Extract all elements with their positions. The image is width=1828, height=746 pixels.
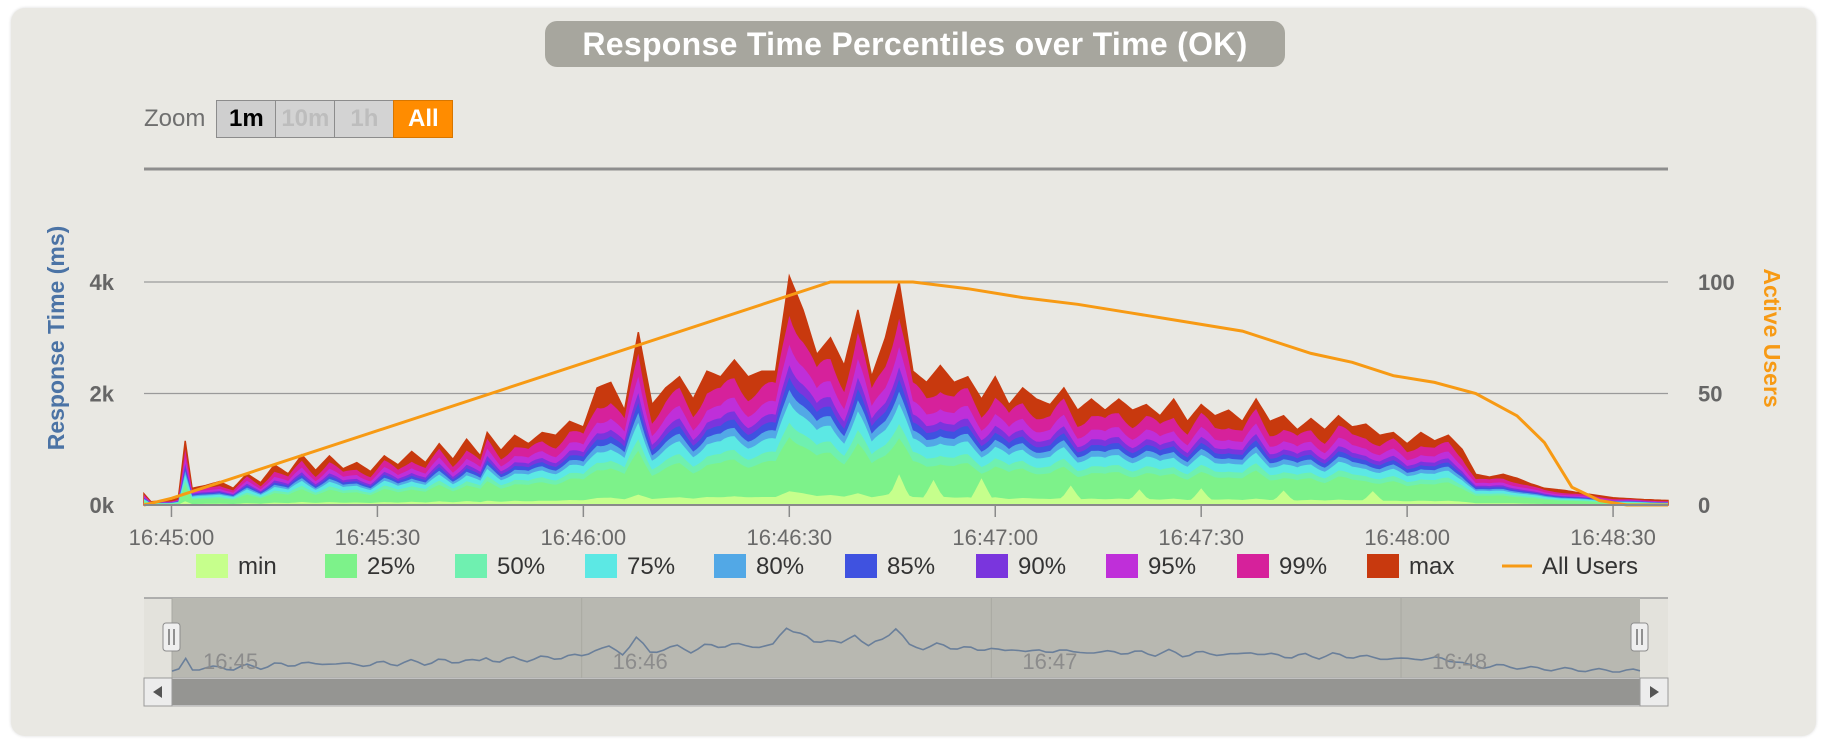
legend-label: max xyxy=(1409,553,1454,580)
legend-item-min[interactable]: min xyxy=(196,553,277,580)
zoom-label: Zoom xyxy=(144,105,206,132)
navigator-label: 16:45 xyxy=(203,649,258,674)
legend-item-p90[interactable]: 90% xyxy=(976,553,1066,580)
y2-tick-label: 50 xyxy=(1698,382,1722,407)
legend-label: 50% xyxy=(497,553,545,580)
legend-item-p80[interactable]: 80% xyxy=(714,553,804,580)
chevron-right-icon xyxy=(1650,686,1659,698)
legend-swatch xyxy=(714,554,746,578)
legend-label: 99% xyxy=(1279,553,1327,580)
legend-label: 25% xyxy=(367,553,415,580)
zoom-control: Zoom 1m 10m 1h All xyxy=(144,99,454,139)
navigator-labels: 16:45 16:46 16:47 16:48 xyxy=(203,649,1487,674)
y-axis-label: Response Time (ms) xyxy=(43,226,69,451)
navigator-label: 16:47 xyxy=(1022,649,1077,674)
y2-tick-label: 0 xyxy=(1698,493,1710,518)
y-tick-label: 4k xyxy=(90,270,115,295)
zoom-1m-button[interactable]: 1m xyxy=(216,100,277,138)
x-tick-label: 16:45:00 xyxy=(129,525,215,550)
percentile-areas xyxy=(143,273,1669,506)
legend: min 25% 50% 75% 80% 85% 90% 95% 99% max All Users xyxy=(196,553,1638,580)
scrollbar-thumb[interactable] xyxy=(172,679,1640,705)
legend-item-p75[interactable]: 75% xyxy=(585,553,675,580)
x-tick-label: 16:47:30 xyxy=(1158,525,1244,550)
navigator-selection[interactable] xyxy=(172,598,1640,678)
x-tick-label: 16:45:30 xyxy=(335,525,421,550)
navigator-right-handle[interactable] xyxy=(1630,622,1649,652)
y2-axis-label: Active Users xyxy=(1759,268,1785,407)
navigator-series xyxy=(171,627,1641,673)
legend-label: 80% xyxy=(756,553,804,580)
navigator-label: 16:48 xyxy=(1432,649,1487,674)
zoom-all-button[interactable]: All xyxy=(393,100,454,138)
x-tick-label: 16:46:30 xyxy=(746,525,832,550)
x-tick-label: 16:46:00 xyxy=(541,525,627,550)
legend-item-users[interactable]: All Users xyxy=(1502,553,1638,580)
scroll-right-button[interactable] xyxy=(1639,677,1669,707)
legend-swatch xyxy=(455,554,487,578)
navigator-left-handle[interactable] xyxy=(162,622,181,652)
x-tick-label: 16:47:00 xyxy=(952,525,1038,550)
legend-item-p85[interactable]: 85% xyxy=(845,553,935,580)
legend-swatch xyxy=(1237,554,1269,578)
legend-label: min xyxy=(238,553,277,580)
x-tick-label: 16:48:30 xyxy=(1570,525,1656,550)
legend-swatch xyxy=(1106,554,1138,578)
chart-title: Response Time Percentiles over Time (OK) xyxy=(545,21,1285,67)
legend-item-p95[interactable]: 95% xyxy=(1106,553,1196,580)
legend-label: 90% xyxy=(1018,553,1066,580)
scrollbar[interactable] xyxy=(143,677,1669,707)
y2-axis-ticks: 0 50 100 xyxy=(1698,270,1735,518)
y2-tick-label: 100 xyxy=(1698,270,1735,295)
legend-item-p50[interactable]: 50% xyxy=(455,553,545,580)
legend-label: All Users xyxy=(1542,553,1638,580)
legend-item-p25[interactable]: 25% xyxy=(325,553,415,580)
legend-label: 85% xyxy=(887,553,935,580)
x-axis-ticks: 16:45:00 16:45:30 16:46:00 16:46:30 16:47:00… xyxy=(129,505,1656,550)
navigator[interactable]: 16:45 16:46 16:47 16:48 xyxy=(143,597,1669,707)
legend-item-max[interactable]: max xyxy=(1367,553,1454,580)
legend-swatch xyxy=(325,554,357,578)
area-min xyxy=(144,474,1668,505)
legend-label: 75% xyxy=(627,553,675,580)
legend-swatch xyxy=(976,554,1008,578)
active-users-line xyxy=(143,280,1668,507)
legend-item-p99[interactable]: 99% xyxy=(1237,553,1327,580)
y-tick-label: 2k xyxy=(90,382,115,407)
legend-swatch xyxy=(196,554,228,578)
legend-swatch xyxy=(585,554,617,578)
area-p25 xyxy=(144,437,1668,505)
navigator-series-line xyxy=(171,627,1641,673)
legend-swatch xyxy=(1367,554,1399,578)
x-tick-label: 16:48:00 xyxy=(1364,525,1450,550)
series-line-all-users xyxy=(143,280,1668,507)
navigator-label: 16:46 xyxy=(613,649,668,674)
chevron-left-icon xyxy=(153,686,162,698)
legend-label: 95% xyxy=(1148,553,1196,580)
legend-swatch xyxy=(845,554,877,578)
y-axis-ticks: 0k 2k 4k xyxy=(90,270,115,518)
y-tick-label: 0k xyxy=(90,493,115,518)
